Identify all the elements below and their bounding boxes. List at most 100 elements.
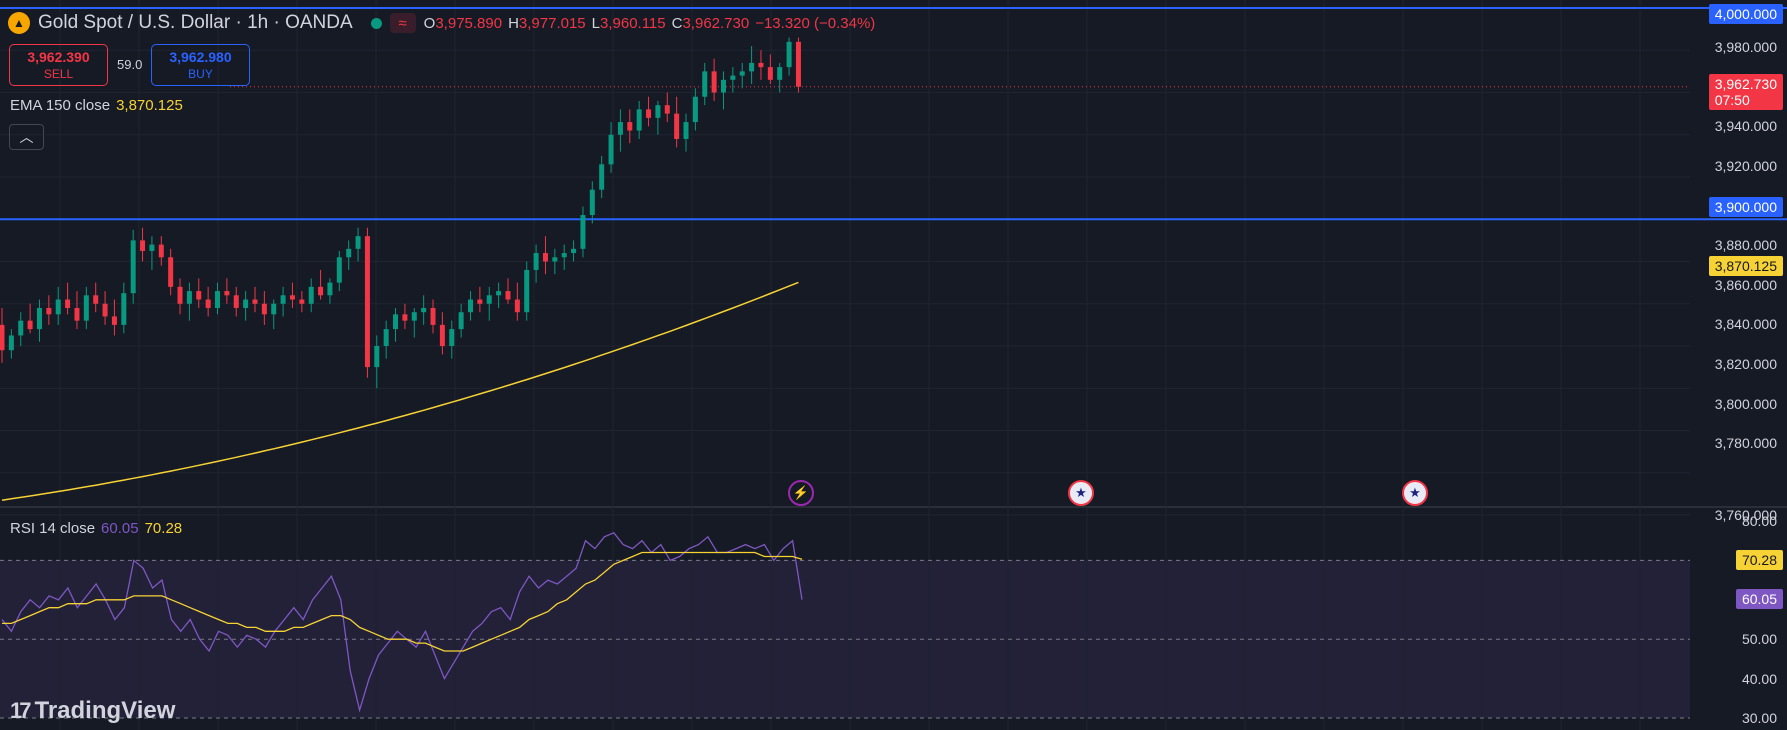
candle-body	[83, 295, 89, 321]
candle-body	[93, 295, 99, 304]
candle-body	[177, 286, 183, 304]
rsi-value-tag: 60.05	[1735, 589, 1783, 609]
candle-body	[299, 299, 305, 304]
ohlc-values: O3,975.890 H3,977.015 L3,960.115 C3,962.…	[423, 14, 876, 32]
symbol-header: ▲ Gold Spot / U.S. Dollar · 1h · OANDA ≈…	[8, 10, 875, 36]
candle-body	[458, 312, 464, 330]
candle-body	[383, 329, 389, 346]
candle-body	[27, 320, 33, 330]
logo-text: TradingView	[34, 697, 176, 724]
buy-button[interactable]: 3,962.980 BUY	[151, 44, 250, 86]
candle-body	[449, 329, 455, 346]
candle-body	[561, 253, 567, 258]
candle-body	[786, 41, 792, 68]
bar-countdown: 07:50	[1714, 92, 1750, 108]
sell-label: SELL	[43, 67, 74, 81]
candle-body	[739, 71, 745, 76]
us-flag-icon[interactable]: ★	[1068, 480, 1094, 506]
price-axis-label: 3,980.000	[1714, 39, 1777, 55]
market-status-icon[interactable]	[370, 17, 382, 29]
candle-body	[280, 295, 286, 304]
lightning-icon[interactable]: ⚡	[788, 480, 814, 506]
ema-line	[1, 281, 799, 501]
level-tag-4000[interactable]: 4,000.000	[1708, 4, 1783, 24]
candle-body	[111, 316, 117, 325]
candle-body	[599, 164, 605, 190]
candle-body	[608, 134, 614, 165]
candle-body	[655, 105, 661, 118]
rsi-legend-value: 60.05	[101, 520, 139, 537]
candle-body	[393, 314, 399, 330]
collapse-legend-button[interactable]: ︿	[9, 124, 44, 150]
us-flag-icon[interactable]: ★	[1402, 480, 1428, 506]
candle-body	[18, 320, 24, 336]
candle-body	[74, 307, 80, 321]
candle-body	[346, 248, 352, 258]
candle-body	[589, 189, 595, 216]
rsi-legend-label: RSI 14 close	[10, 520, 96, 537]
rsi-axis-label: 80.00	[1741, 513, 1777, 529]
candle-body	[0, 324, 5, 351]
candle-body	[65, 299, 71, 308]
candle-body	[149, 244, 155, 251]
candle-body	[327, 282, 333, 296]
price-axis-label: 3,880.000	[1714, 237, 1777, 253]
candle-body	[692, 96, 698, 123]
tradingview-logo-icon: 17	[10, 698, 32, 723]
tradingview-logo[interactable]: 17 TradingView	[10, 697, 175, 725]
candle-body	[8, 335, 14, 351]
candle-body	[374, 346, 380, 368]
price-axis-label: 3,840.000	[1714, 316, 1777, 332]
candle-body	[749, 62, 755, 72]
price-axis-label: 3,780.000	[1714, 435, 1777, 451]
candle-body	[252, 299, 258, 304]
candle-body	[355, 236, 361, 249]
price-axis-label: 3,800.000	[1714, 396, 1777, 412]
candle-body	[36, 307, 42, 330]
candle-body	[336, 257, 342, 283]
candle-body	[439, 324, 445, 346]
last-price-value: 3,962.730	[1714, 76, 1777, 92]
rsi-ma-legend-value: 70.28	[144, 520, 183, 537]
candle-body	[552, 257, 558, 262]
sell-button[interactable]: 3,962.390 SELL	[9, 44, 108, 86]
rsi-legend[interactable]: RSI 14 close 60.05 70.28	[10, 520, 182, 537]
candle-body	[186, 291, 192, 304]
candle-body	[196, 291, 202, 300]
candle-body	[496, 291, 502, 296]
candle-body	[271, 303, 277, 315]
candle-body	[533, 253, 539, 270]
ema-legend-value: 3,870.125	[116, 97, 183, 114]
level-tag-3900[interactable]: 3,900.000	[1708, 197, 1783, 217]
candle-body	[664, 105, 670, 114]
candle-body	[261, 303, 267, 315]
candle-body	[421, 307, 427, 313]
candle-body	[542, 253, 548, 262]
gold-coin-icon: ▲	[8, 12, 30, 34]
ema-price-tag: 3,870.125	[1708, 256, 1783, 276]
candle-body	[55, 299, 61, 315]
candle-body	[477, 299, 483, 304]
data-wave-icon[interactable]: ≈	[389, 13, 416, 33]
price-axis-label: 3,940.000	[1714, 118, 1777, 134]
candle-body	[233, 295, 239, 308]
candle-body	[646, 109, 652, 118]
candle-body	[580, 215, 586, 249]
candle-body	[46, 307, 52, 315]
price-axis-label: 3,820.000	[1714, 356, 1777, 372]
candle-body	[121, 293, 127, 325]
candle-body	[505, 291, 511, 300]
candle-body	[205, 299, 211, 308]
candle-body	[758, 62, 764, 68]
buy-label: BUY	[188, 67, 213, 81]
price-axis-label: 3,860.000	[1714, 277, 1777, 293]
chevron-up-icon: ︿	[19, 129, 34, 145]
candle-body	[730, 75, 736, 80]
candle-body	[627, 122, 633, 131]
spread-value: 59.0	[117, 57, 143, 72]
ema-legend[interactable]: EMA 150 close 3,870.125	[10, 97, 183, 114]
candle-body	[468, 299, 473, 313]
symbol-title[interactable]: Gold Spot / U.S. Dollar · 1h · OANDA	[38, 12, 353, 33]
rsi-axis-label: 40.00	[1741, 671, 1777, 687]
